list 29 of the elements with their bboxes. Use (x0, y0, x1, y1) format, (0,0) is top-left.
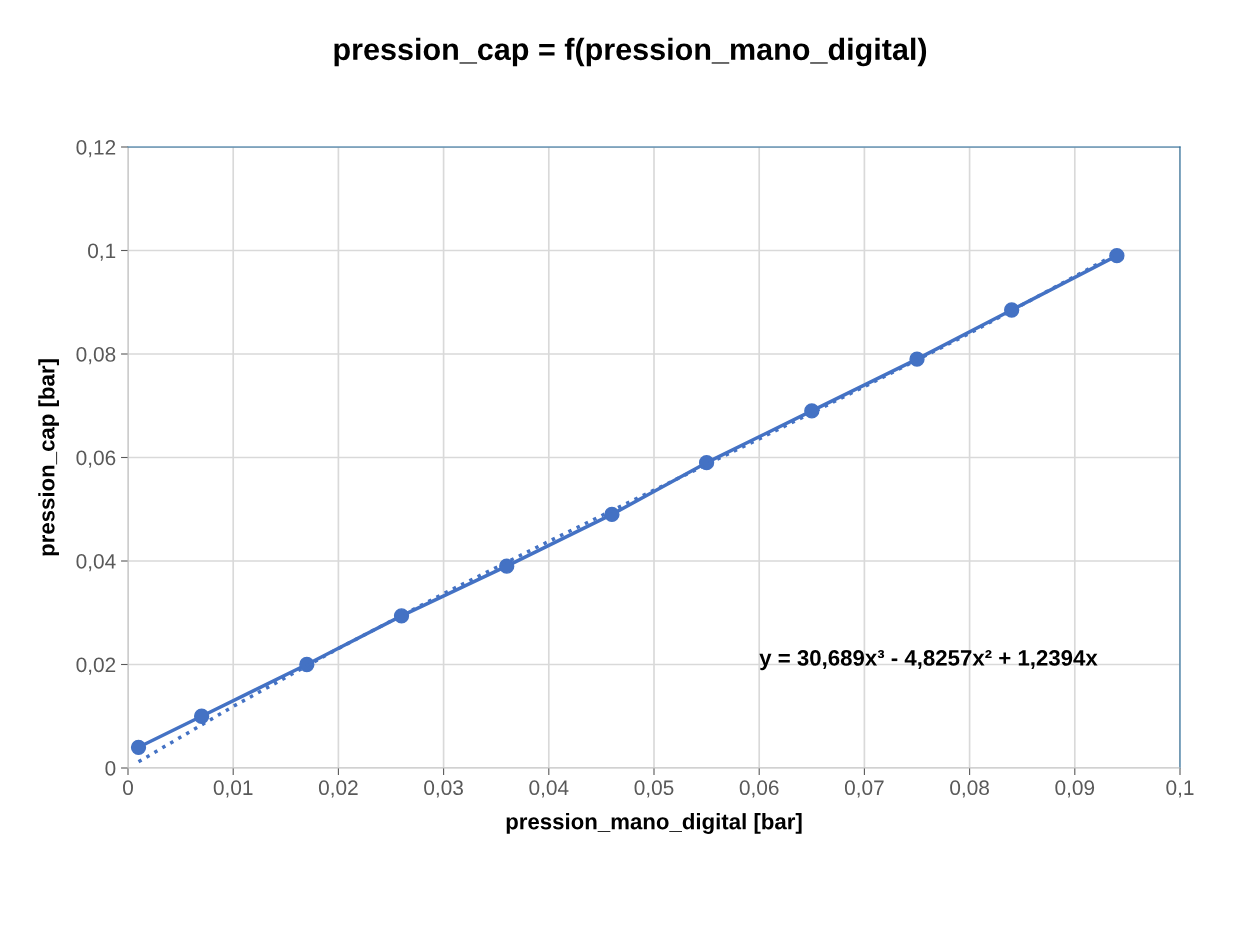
point (299, 656, 315, 673)
y-tick-label: 0,12 (76, 140, 116, 158)
point (130, 739, 147, 755)
chart-title: pression_cap = f(pression_mano_digital) (334, 37, 927, 67)
point (909, 351, 925, 367)
x-tick-label: 0,01 (213, 780, 253, 798)
x-tick-label: 0,09 (1055, 780, 1095, 798)
x-tick-label: 0,05 (634, 780, 674, 798)
x-tick-label: 0,06 (739, 780, 779, 798)
x-tick-label: 0,1 (1166, 780, 1194, 798)
x-tick-label: 0 (123, 780, 133, 796)
y-tick-label: 0,1 (88, 243, 116, 261)
y-tick-label: 0 (105, 761, 116, 776)
x-tick-label: 0,03 (424, 780, 463, 798)
x-axis-title: pression_mano_digital [bar] (506, 813, 802, 834)
point (1109, 248, 1125, 264)
point (194, 708, 210, 724)
x-tick-label: 0,07 (844, 780, 884, 798)
point (604, 506, 620, 523)
y-tick-label: 0,04 (76, 554, 116, 572)
y-tick-label: 0,02 (76, 657, 116, 675)
x-tick-label: 0,02 (318, 780, 358, 798)
y-tick-label: 0,06 (76, 450, 116, 468)
x-tick-label: 0,08 (950, 780, 989, 798)
x-tick-label: 0,04 (529, 780, 569, 798)
annotation: y = 30,689x³ - 4,8257x² + 1,2394x (759, 650, 1098, 671)
y-axis-title: pression_cap [bar] (38, 359, 59, 556)
y-tick-label: 0,08 (76, 347, 116, 365)
point (499, 558, 515, 574)
